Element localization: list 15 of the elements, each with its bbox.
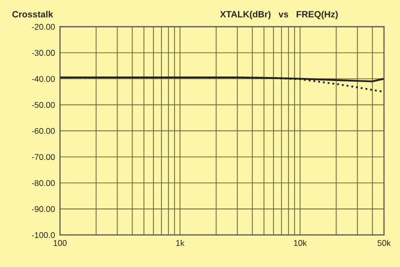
y-tick-label: -40.00 [32,76,55,82]
chart-subtitle: XTALK(dBr) vs FREQ(Hz) [220,10,338,20]
y-tick-label: -30.00 [32,50,55,56]
y-tick-label: -100.0 [32,232,55,238]
y-tick-label: -70.00 [32,154,55,160]
x-tick-label: 1k [176,240,184,246]
y-tick-label: -60.00 [32,128,55,134]
x-tick-label: 10k [294,240,307,246]
y-tick-label: -80.00 [32,180,55,186]
chart-title: Crosstalk [12,10,54,18]
y-tick-label: -50.00 [32,102,55,108]
x-tick-label: 100 [54,240,67,246]
x-tick-label: 50k [378,240,391,246]
y-tick-label: -90.00 [32,206,55,212]
y-tick-label: -20.00 [32,24,55,30]
